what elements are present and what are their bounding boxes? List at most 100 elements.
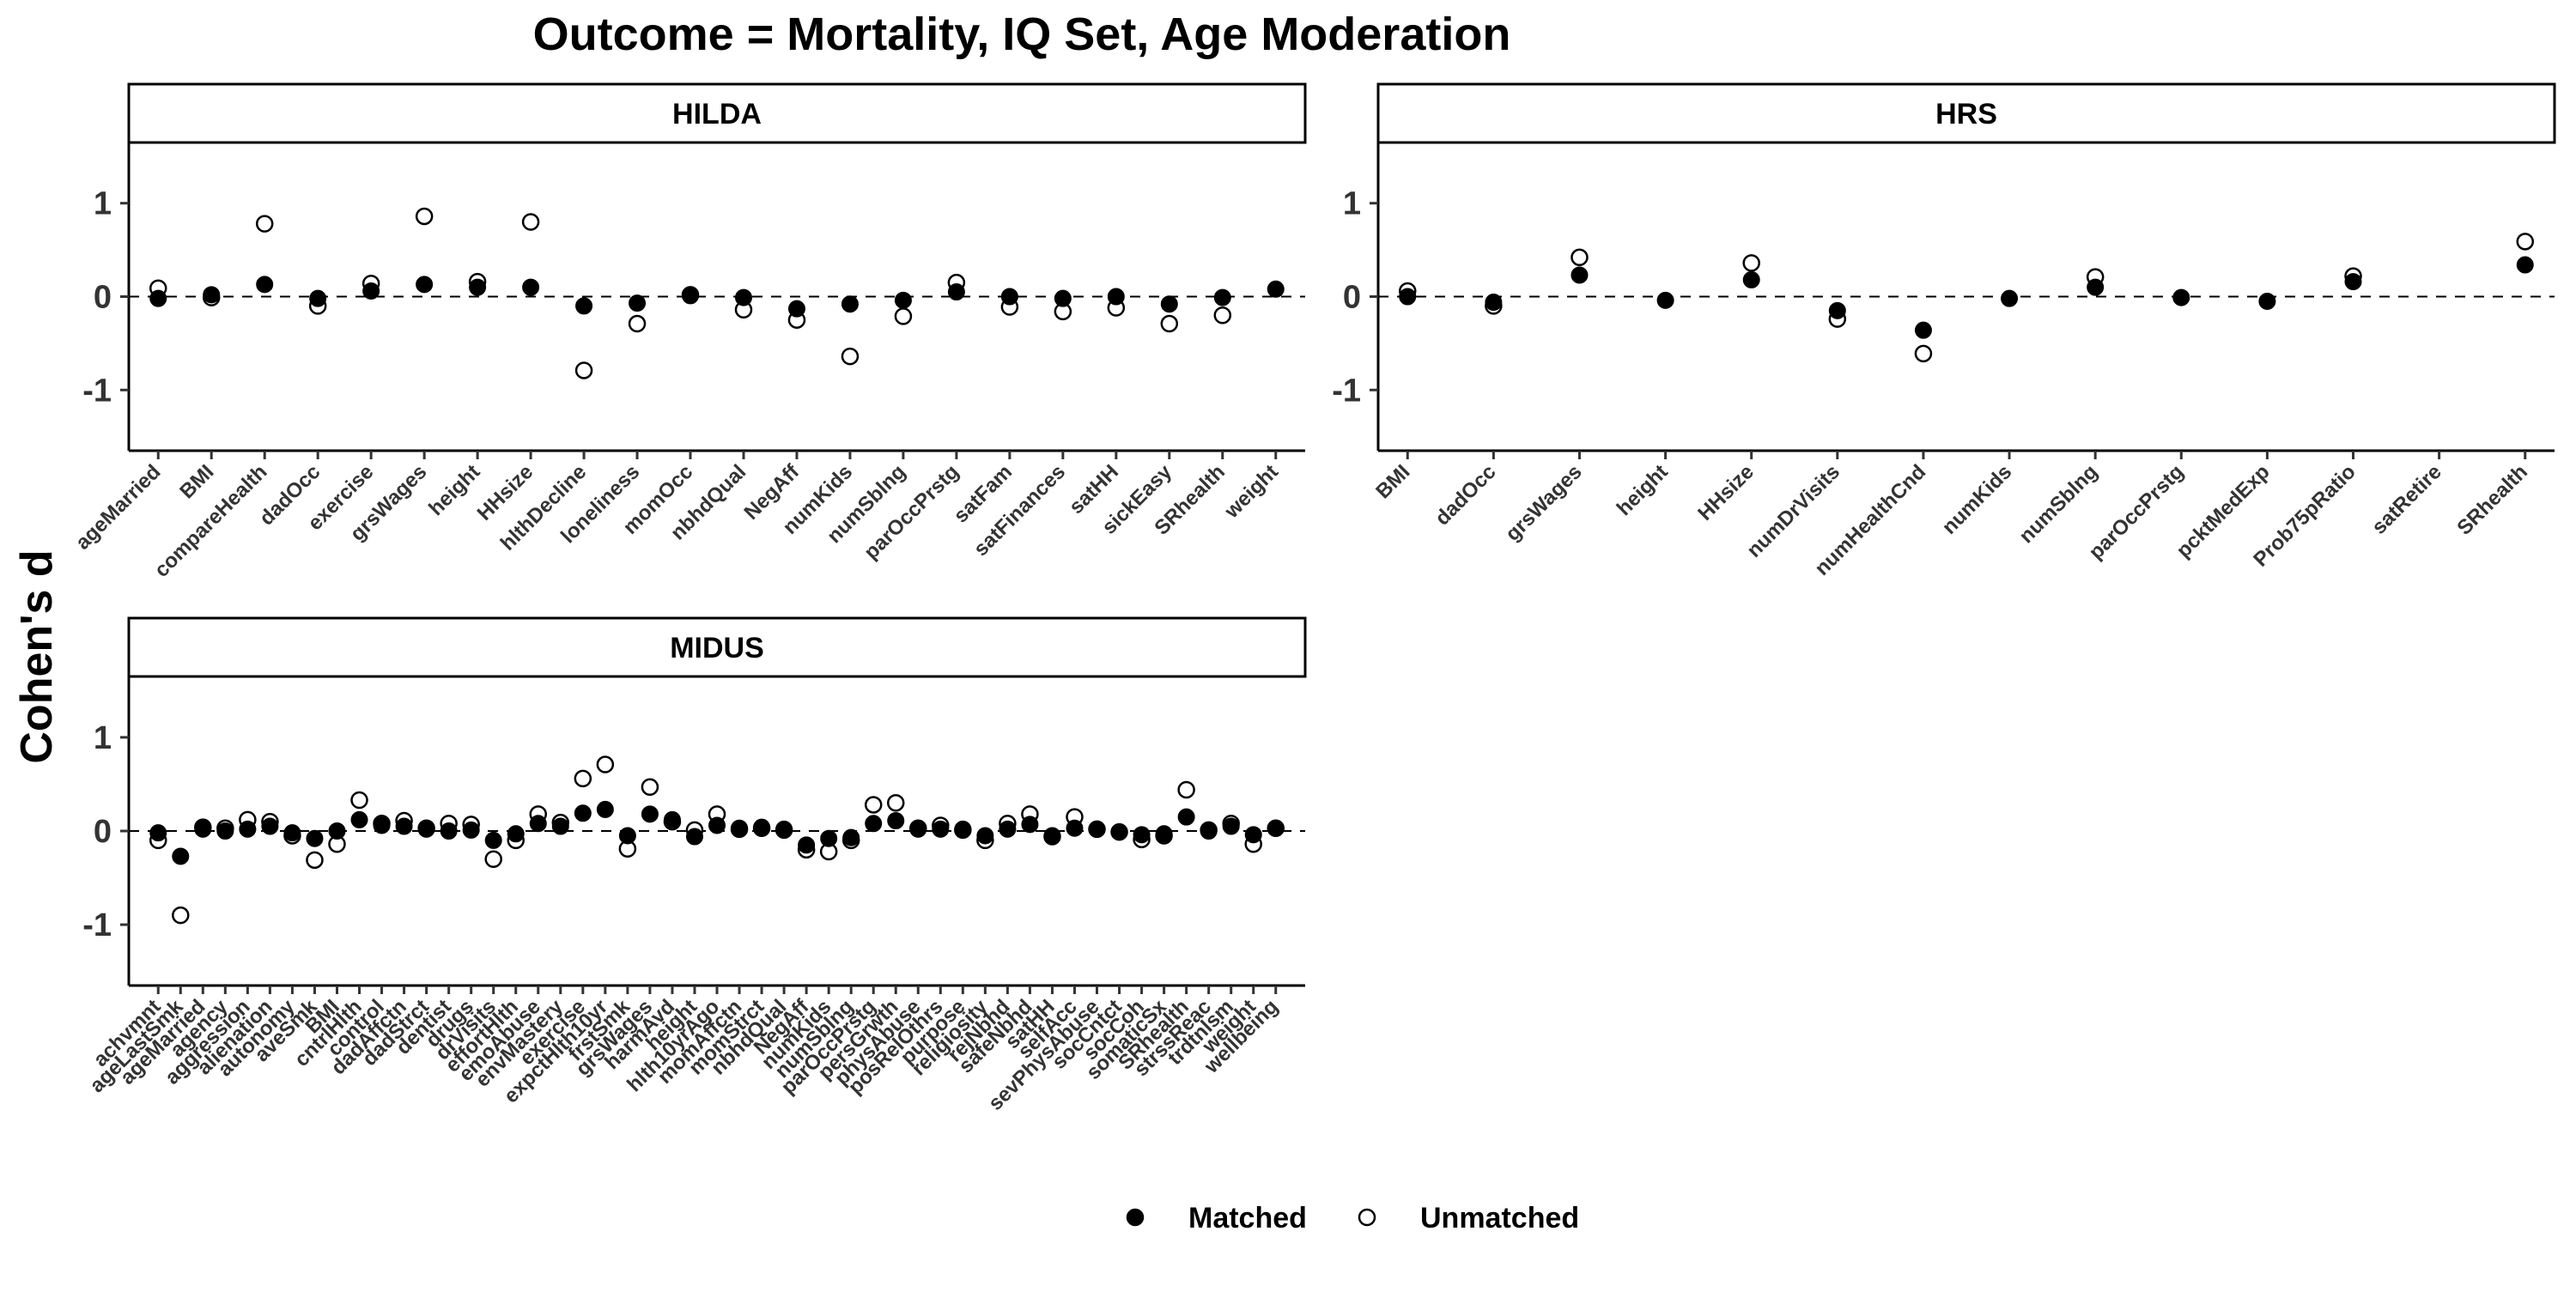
point-matched-midus-strssreac (1200, 822, 1218, 840)
point-matched-midus-weight (1244, 826, 1262, 844)
point-unmatched-hilda-srhealth (1213, 306, 1232, 325)
point-matched-midus-agemarried (194, 820, 212, 838)
point-matched-midus-negaff (798, 836, 816, 854)
point-matched-hilda-loneliness (629, 294, 647, 312)
point-matched-midus-aggression (239, 820, 257, 838)
point-matched-hilda-satfam (1000, 288, 1018, 306)
point-matched-midus-safenbhd (1021, 816, 1039, 834)
point-unmatched-midus-cntrlhlth (350, 791, 368, 810)
point-matched-hilda-sathh (1107, 288, 1125, 306)
point-matched-midus-paroccprstg (865, 815, 883, 833)
point-matched-midus-agelastsmk (172, 847, 190, 865)
point-matched-hilda-negaff (787, 300, 805, 318)
point-matched-hilda-agemarried (149, 289, 167, 307)
legend-marker-matched (1126, 1208, 1145, 1227)
point-matched-midus-emoabuse (529, 815, 547, 833)
point-unmatched-midus-agelastsmk (172, 906, 190, 925)
point-matched-midus-soccoh (1133, 826, 1151, 844)
legend-label-unmatched: Unmatched (1420, 1202, 1579, 1234)
point-matched-hilda-paroccprstg (947, 283, 965, 301)
point-matched-midus-envmastery (551, 817, 569, 835)
legend-label-matched: Matched (1188, 1202, 1307, 1234)
point-matched-hilda-hlthdecline (575, 297, 593, 315)
point-matched-hilda-numsblng (894, 291, 912, 309)
point-matched-hilda-numkids (841, 295, 859, 313)
point-matched-hilda-srhealth (1213, 288, 1231, 306)
point-matched-midus-hlth10yrago (708, 816, 726, 834)
y-tick-label-hilda: 1 (94, 186, 112, 222)
y-tick-label-midus: 1 (94, 720, 112, 756)
strip-label-hrs: HRS (1935, 98, 1997, 130)
point-matched-hrs-numsblng (2087, 278, 2105, 296)
point-matched-midus-height (685, 828, 703, 846)
point-unmatched-hrs-numhealthcnd (1914, 344, 1933, 363)
point-unmatched-hilda-sickeasy (1160, 314, 1179, 333)
point-matched-hrs-paroccprstg (2172, 288, 2190, 306)
point-matched-midus-soccntct (1110, 823, 1128, 841)
point-matched-midus-avesmk (306, 829, 324, 847)
y-tick-label-hilda: -1 (82, 373, 112, 409)
point-unmatched-midus-paroccprstg (864, 796, 883, 814)
point-matched-hilda-satfinances (1054, 289, 1072, 307)
point-matched-midus-harmavd (663, 810, 681, 828)
point-matched-midus-dadaffctn (395, 817, 413, 835)
point-matched-midus-wellbeing (1267, 819, 1285, 837)
point-unmatched-midus-grswages (641, 778, 659, 796)
point-matched-midus-autonomy (283, 824, 301, 842)
point-matched-midus-nbhdqual (775, 820, 793, 838)
y-tick-label-hrs: 0 (1343, 280, 1361, 316)
point-matched-hilda-weight (1267, 280, 1285, 298)
point-matched-midus-dentist (440, 822, 458, 840)
point-matched-midus-agency (216, 822, 234, 840)
chart-title: Outcome = Mortality, IQ Set, Age Moderat… (533, 9, 1511, 60)
point-matched-hrs-srhealth (2516, 256, 2534, 274)
point-matched-midus-srhealth (1177, 808, 1195, 826)
y-axis-label: Cohen's d (12, 549, 62, 763)
point-matched-hrs-pcktmedexp (2258, 292, 2276, 310)
y-tick-label-midus: 0 (94, 814, 112, 850)
point-matched-midus-drvisits (484, 831, 502, 849)
point-unmatched-hilda-hlthdecline (574, 361, 593, 379)
point-matched-hilda-exercise (362, 282, 380, 300)
point-matched-midus-numkids (820, 829, 838, 847)
point-matched-midus-sevphysabuse (1088, 820, 1106, 838)
point-matched-hrs-dadocc (1485, 294, 1503, 312)
point-matched-hrs-prob75pratio (2344, 273, 2362, 291)
point-matched-midus-expcthlth10yr (596, 800, 614, 818)
legend-marker-unmatched (1358, 1208, 1376, 1227)
point-matched-midus-bmi (328, 822, 346, 840)
point-matched-midus-cntrlhlth (350, 810, 368, 828)
y-tick-label-hilda: 0 (94, 280, 112, 316)
point-matched-midus-sathh (1043, 827, 1061, 845)
strip-label-hilda: HILDA (672, 98, 762, 130)
y-tick-label-midus: -1 (82, 907, 112, 943)
strip-label-midus: MIDUS (670, 632, 764, 664)
point-matched-hilda-momocc (682, 287, 700, 305)
point-unmatched-hilda-hhsize (521, 213, 540, 231)
point-matched-hilda-sickeasy (1160, 295, 1178, 313)
point-matched-hilda-height (469, 278, 487, 296)
point-matched-hilda-nbhdqual (734, 288, 752, 306)
point-matched-midus-rejnbhd (999, 820, 1017, 838)
y-tick-label-hrs: 1 (1343, 186, 1361, 222)
strip-box-hrs (1376, 82, 2556, 144)
point-matched-hilda-hhsize (522, 278, 540, 296)
point-matched-midus-numsblng (842, 828, 860, 846)
point-matched-hrs-hhsize (1742, 270, 1760, 288)
point-unmatched-hilda-loneliness (628, 314, 647, 333)
point-matched-hrs-numkids (2001, 289, 2019, 307)
point-unmatched-hilda-comparehealth (255, 215, 274, 233)
point-matched-midus-momaffctn (731, 819, 749, 837)
point-matched-midus-somaticsx (1155, 825, 1173, 843)
point-unmatched-midus-persgrwth (886, 794, 905, 812)
point-matched-midus-trdtnlsm (1222, 817, 1240, 835)
point-matched-midus-persgrwth (887, 812, 905, 829)
point-unmatched-hrs-hhsize (1742, 254, 1760, 272)
point-matched-midus-physabuse (909, 820, 927, 838)
point-matched-midus-achvmnt (149, 824, 167, 842)
point-matched-hilda-dadocc (309, 289, 327, 307)
strip-box-midus (127, 616, 1307, 678)
point-matched-hilda-bmi (203, 286, 221, 304)
point-matched-midus-grswages (641, 805, 659, 823)
